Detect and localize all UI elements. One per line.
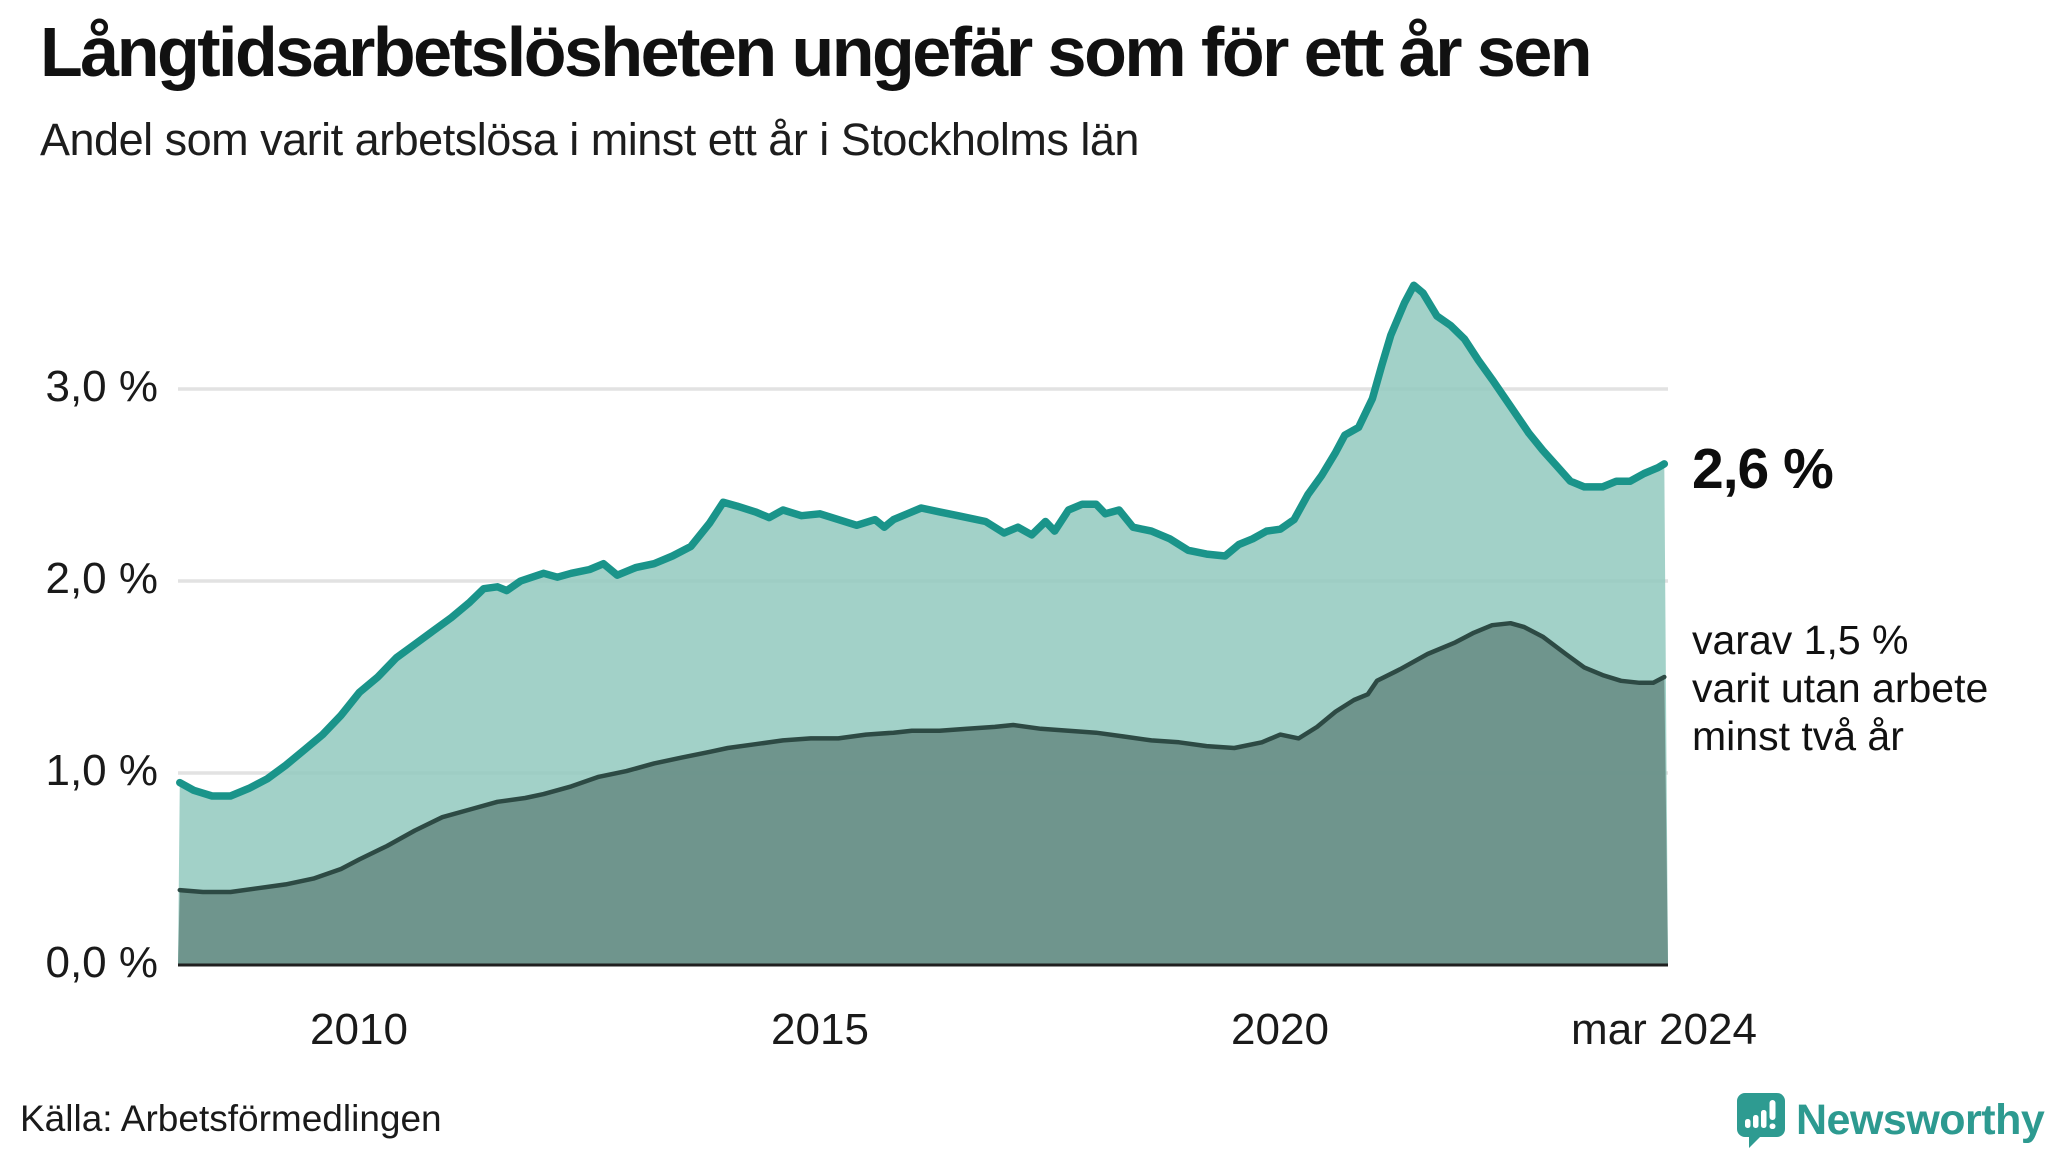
y-axis-tick-1pct: 1,0 % xyxy=(45,746,158,795)
y-axis-tick-3pct: 3,0 % xyxy=(45,362,158,411)
page-title: Långtidsarbetslösheten ungefär som för e… xyxy=(40,13,1593,91)
x-axis-tick-2020: 2020 xyxy=(1231,1005,1329,1054)
chart-subtitle: Andel som varit arbetslösa i minst ett å… xyxy=(40,114,1139,165)
brand-logo: Newsworthy xyxy=(1736,1092,2045,1148)
newsworthy-speech-bubble-icon xyxy=(1737,1093,1785,1148)
x-axis-tick-mar-2024: mar 2024 xyxy=(1571,1005,1757,1054)
series-end-value-label: 2,6 % xyxy=(1692,437,1834,501)
annotation-line-1: varav 1,5 % xyxy=(1692,617,1909,663)
x-axis-tick-2015: 2015 xyxy=(771,1005,869,1054)
line-two-year xyxy=(177,620,1667,895)
area-two-year xyxy=(178,623,1668,965)
line-total-one-year xyxy=(176,281,1669,800)
x-axis-tick-2010: 2010 xyxy=(310,1005,408,1054)
annotation-line-3: minst två år xyxy=(1692,713,1904,759)
annotation-line-2: varit utan arbete xyxy=(1692,665,1989,711)
y-axis-tick-2pct: 2,0 % xyxy=(45,554,158,603)
brand-wordmark: Newsworthy xyxy=(1796,1095,2045,1144)
source-credit: Källa: Arbetsförmedlingen xyxy=(20,1098,442,1139)
two-year-annotation: varav 1,5 % varit utan arbete minst två … xyxy=(1692,616,1988,760)
y-axis-tick-0pct: 0,0 % xyxy=(45,938,158,987)
